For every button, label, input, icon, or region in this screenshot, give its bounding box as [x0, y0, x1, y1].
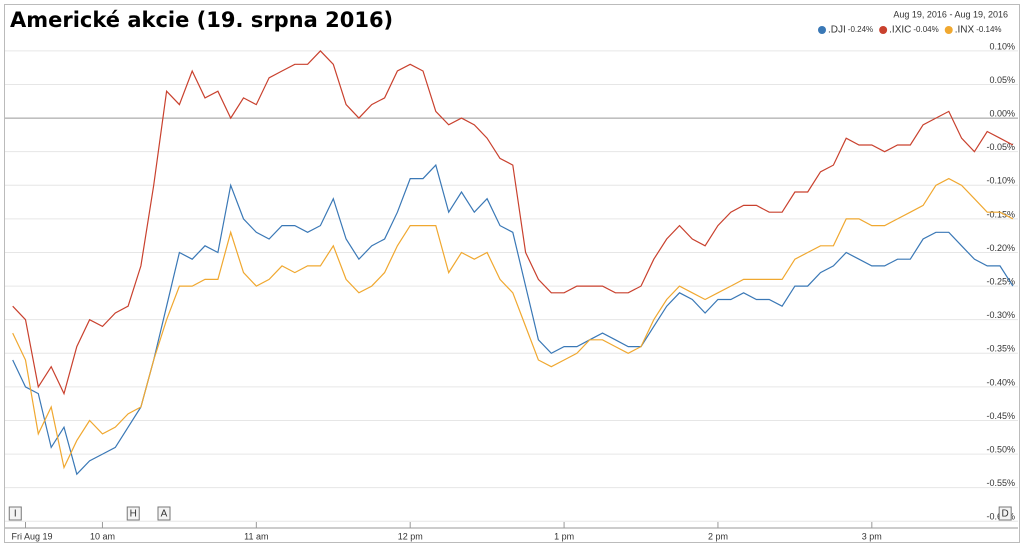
legend-name: .IXIC [889, 25, 911, 36]
legend-change: -0.14% [976, 25, 1001, 34]
x-tick-label: Fri Aug 19 [12, 531, 53, 541]
flag-label: H [130, 509, 137, 520]
x-tick-label: 12 pm [398, 531, 423, 541]
legend-swatch [818, 26, 826, 34]
legend-change: -0.24% [848, 25, 873, 34]
date-range: Aug 19, 2016 - Aug 19, 2016 [893, 9, 1008, 19]
flag-label: D [1002, 509, 1009, 520]
x-tick-label: 3 pm [862, 531, 882, 541]
legend-name: .DJI [828, 25, 846, 36]
y-tick-label: -0.40% [986, 377, 1015, 387]
legend-swatch [879, 26, 888, 34]
x-tick-label: 2 pm [708, 531, 728, 541]
y-tick-label: -0.25% [986, 276, 1015, 286]
series-line [12, 50, 1014, 396]
legend-name: .INX [955, 25, 975, 36]
x-tick-label: 11 am [244, 531, 268, 541]
y-tick-label: 0.00% [989, 108, 1015, 118]
y-tick-label: -0.55% [986, 478, 1015, 488]
series-line [12, 177, 1014, 470]
legend-change: -0.04% [913, 25, 938, 34]
frame [4, 4, 1020, 543]
series-line [12, 163, 1014, 476]
y-tick-label: -0.20% [986, 243, 1015, 253]
y-tick-label: -0.50% [986, 444, 1015, 454]
x-tick-label: 10 am [90, 531, 115, 541]
y-tick-label: -0.10% [986, 176, 1015, 186]
y-tick-label: -0.15% [986, 209, 1015, 219]
x-tick-label: 1 pm [554, 531, 574, 541]
y-tick-label: -0.45% [986, 411, 1015, 421]
y-tick-label: -0.35% [986, 344, 1015, 354]
flag-box [8, 506, 22, 521]
y-tick-label: 0.05% [989, 75, 1015, 85]
y-tick-label: 0.10% [989, 41, 1015, 51]
legend-swatch [944, 26, 953, 34]
flag-label: I [14, 509, 17, 520]
chart-title: Americké akcie (19. srpna 2016) [10, 8, 393, 32]
y-tick-label: -0.05% [986, 142, 1015, 152]
flag-box [157, 506, 171, 521]
flag-label: A [161, 509, 168, 520]
flag-box [998, 506, 1012, 521]
flag-box [126, 506, 140, 521]
y-tick-label: -0.30% [986, 310, 1015, 320]
